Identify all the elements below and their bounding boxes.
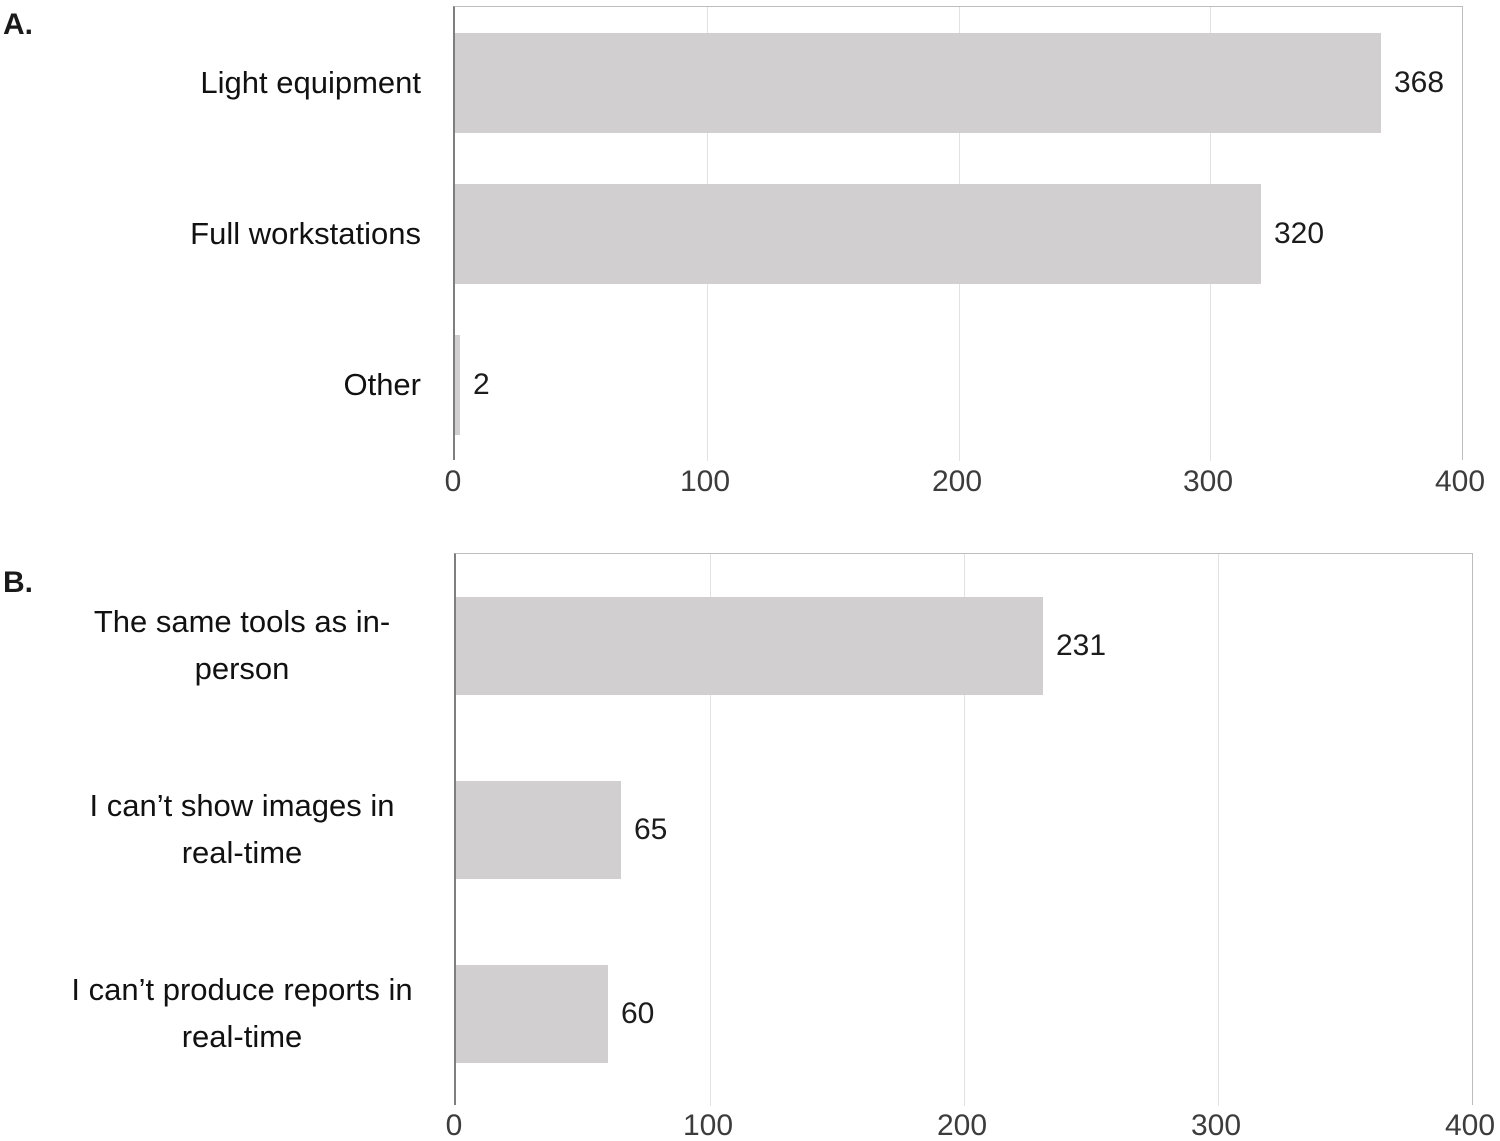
x-tick-label: 400 (1434, 465, 1486, 498)
bar-value-label: 2 (473, 368, 490, 401)
x-tick-label: 300 (1190, 1109, 1242, 1141)
bar (455, 184, 1261, 284)
x-tick-label: 200 (931, 465, 983, 498)
bar-value-label: 231 (1056, 629, 1107, 662)
gridline (964, 554, 965, 1106)
bar (455, 335, 460, 435)
x-tick-label: 100 (682, 1109, 734, 1141)
bar-value-label: 368 (1394, 66, 1445, 99)
category-label: Full workstations (190, 215, 421, 251)
bar (456, 597, 1043, 695)
gridline (710, 554, 711, 1106)
gridline (1218, 554, 1219, 1106)
bar-value-label: 65 (634, 813, 668, 846)
x-tick-label: 200 (936, 1109, 988, 1141)
bar-value-label: 60 (621, 997, 655, 1030)
bar-value-label: 320 (1274, 217, 1325, 250)
x-tick-label: 400 (1444, 1109, 1496, 1141)
category-label: The same tools as in-person (93, 604, 391, 686)
chart-a-plot-area: 368 320 2 (453, 6, 1463, 461)
category-label: Other (343, 366, 421, 402)
x-tick-label: 100 (679, 465, 731, 498)
category-label-row: I can’t show images in real-time (0, 769, 422, 889)
category-label: I can’t produce reports in real-time (71, 972, 413, 1054)
bar (456, 965, 608, 1063)
category-label-row: The same tools as in-person (0, 585, 422, 705)
x-tick-label: 0 (445, 1109, 463, 1141)
panel-label-b: B. (3, 566, 33, 599)
bar (456, 781, 621, 879)
category-label: I can’t show images in real-time (89, 788, 395, 870)
category-label-row: Light equipment (0, 22, 421, 142)
chart-b-plot-area: 231 65 60 (454, 553, 1473, 1106)
x-tick-label: 300 (1182, 465, 1234, 498)
category-label-row: Other (0, 324, 421, 444)
panel-label-a: A. (3, 8, 33, 41)
category-label: Light equipment (200, 64, 421, 100)
category-label-row: Full workstations (0, 173, 421, 293)
category-label-row: I can’t produce reports in real-time (0, 953, 422, 1073)
x-tick-label: 0 (444, 465, 462, 498)
bar (455, 33, 1381, 133)
